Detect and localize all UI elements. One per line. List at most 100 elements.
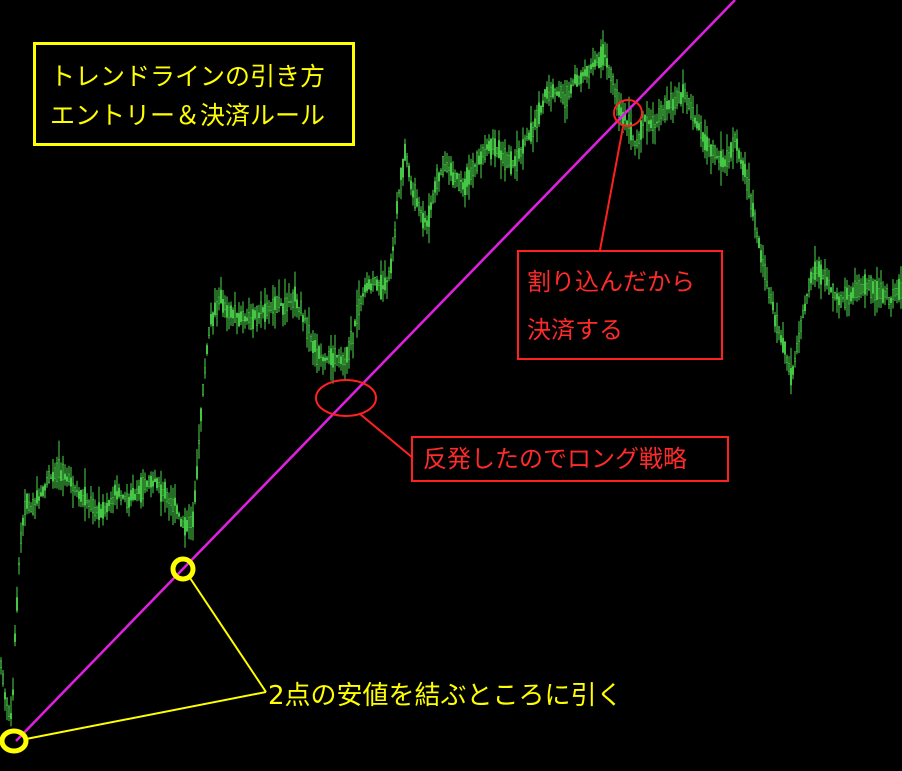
- candle-body-343: [686, 95, 688, 105]
- candle-body-401: [802, 309, 804, 318]
- candle-body-252: [504, 147, 506, 170]
- candle-body-321: [642, 123, 644, 126]
- candle-body-12: [24, 500, 26, 515]
- candle-body-257: [514, 156, 516, 167]
- candle-body-111: [222, 298, 224, 313]
- candle-body-192: [384, 277, 386, 291]
- candle-body-77: [154, 478, 156, 483]
- candle-body-45: [90, 496, 92, 510]
- candle-body-256: [512, 160, 514, 167]
- candle-body-60: [120, 494, 122, 501]
- candle-body-162: [324, 357, 326, 362]
- candle-body-328: [656, 121, 658, 124]
- bounce-annotation-box: 反発したのでロング戦略: [411, 436, 729, 482]
- candle-body-172: [344, 358, 346, 366]
- candle-body-173: [346, 346, 348, 363]
- candle-body-284: [568, 91, 570, 98]
- candle-body-149: [298, 306, 300, 313]
- candle-body-230: [460, 179, 462, 182]
- candle-body-132: [264, 303, 266, 322]
- candle-body-201: [402, 158, 404, 178]
- candle-body-110: [220, 289, 222, 304]
- candle-body-253: [506, 154, 508, 168]
- candle-body-136: [272, 298, 274, 314]
- candle-body-397: [794, 357, 796, 362]
- candle-body-165: [330, 348, 332, 366]
- candle-body-316: [632, 136, 634, 141]
- candle-body-381: [762, 259, 764, 267]
- candle-body-170: [340, 356, 342, 364]
- candle-body-238: [476, 152, 478, 172]
- candle-body-275: [550, 86, 552, 97]
- candle-body-344: [688, 98, 690, 109]
- candle-body-190: [380, 274, 382, 300]
- candle-body-90: [180, 518, 182, 527]
- candle-body-306: [612, 76, 614, 85]
- candle-body-332: [664, 98, 666, 120]
- candle-body-441: [882, 288, 884, 303]
- candle-body-72: [144, 478, 146, 490]
- candle-body-197: [394, 229, 396, 238]
- candle-body-425: [850, 292, 852, 302]
- candle-body-159: [318, 346, 320, 359]
- candle-body-244: [488, 140, 490, 151]
- candle-body-50: [100, 508, 102, 518]
- candle-body-74: [148, 476, 150, 488]
- candle-body-176: [352, 332, 354, 345]
- candle-body-389: [778, 326, 780, 334]
- candle-body-350: [700, 122, 702, 139]
- candle-body-171: [342, 354, 344, 366]
- candle-body-213: [426, 220, 428, 227]
- candle-body-374: [748, 179, 750, 197]
- candle-body-287: [574, 74, 576, 84]
- candle-body-195: [390, 258, 392, 274]
- candle-body-301: [602, 44, 604, 66]
- candle-body-405: [810, 271, 812, 284]
- candle-body-51: [102, 501, 104, 519]
- candle-body-95: [190, 516, 192, 528]
- candle-body-218: [436, 168, 438, 190]
- candle-body-371: [742, 160, 744, 175]
- candle-body-52: [104, 506, 106, 514]
- candle-body-364: [728, 152, 730, 163]
- candle-body-140: [280, 302, 282, 307]
- candle-body-55: [110, 497, 112, 504]
- candle-body-307: [614, 88, 616, 97]
- candle-body-305: [610, 68, 612, 81]
- candle-body-208: [416, 198, 418, 207]
- candle-body-254: [508, 155, 510, 167]
- candle-body-68: [136, 488, 138, 494]
- candle-body-125: [250, 317, 252, 330]
- candle-body-53: [106, 502, 108, 513]
- candle-body-133: [266, 302, 268, 316]
- candle-body-271: [542, 100, 544, 108]
- candle-body-439: [878, 288, 880, 299]
- candle-body-385: [770, 294, 772, 303]
- candle-body-164: [328, 351, 330, 363]
- candle-body-14: [28, 501, 30, 511]
- candle-body-325: [650, 119, 652, 129]
- candle-body-302: [604, 54, 606, 58]
- candle-body-119: [238, 313, 240, 327]
- candle-body-246: [492, 137, 494, 150]
- candle-body-97: [194, 490, 196, 503]
- bounce-annotation-text: 反発したのでロング戦略: [423, 445, 687, 473]
- candle-body-20: [40, 492, 42, 497]
- candle-body-357: [714, 145, 716, 159]
- candle-body-83: [166, 492, 168, 503]
- candle-body-22: [44, 484, 46, 491]
- candle-body-387: [774, 315, 776, 327]
- candle-body-180: [360, 296, 362, 304]
- candle-body-359: [718, 156, 720, 163]
- candle-body-145: [290, 300, 292, 303]
- candle-body-4: [8, 706, 10, 718]
- candle-body-112: [224, 302, 226, 310]
- candle-body-19: [38, 496, 40, 501]
- candle-body-447: [894, 288, 896, 297]
- candle-body-395: [790, 368, 792, 386]
- candle-body-5: [10, 713, 12, 720]
- candle-body-3: [6, 697, 8, 706]
- exit-connector: [599, 126, 624, 251]
- candle-body-108: [216, 301, 218, 315]
- candle-body-153: [306, 318, 308, 339]
